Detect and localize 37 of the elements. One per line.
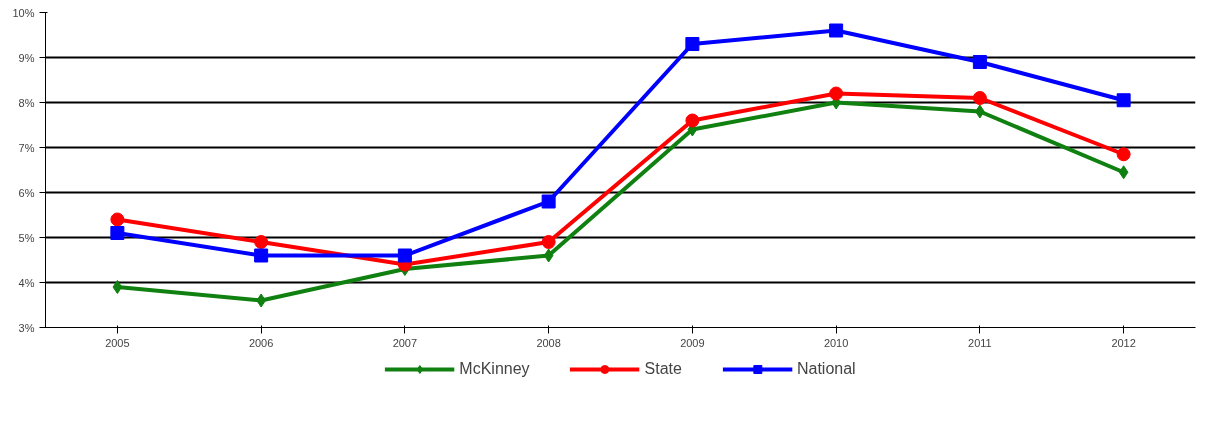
y-tick-label: 4% (18, 276, 35, 289)
y-tick-label: 10% (12, 6, 35, 19)
y-tick-label: 6% (18, 186, 35, 199)
point (254, 235, 269, 249)
point (112, 280, 123, 294)
point (972, 91, 987, 105)
point (1118, 165, 1129, 180)
point (541, 235, 556, 249)
y-tick-label: 8% (18, 96, 35, 109)
x-tick-label: 2006 (248, 336, 274, 349)
point (1116, 93, 1131, 108)
legend-label: National (796, 360, 856, 378)
point (110, 226, 125, 240)
y-tick-label: 9% (18, 51, 35, 64)
point (829, 23, 844, 38)
legend-label: State (644, 360, 682, 378)
y-tick-label: 5% (18, 231, 35, 244)
point (254, 248, 269, 263)
x-tick-label: 2009 (680, 336, 705, 349)
point (397, 248, 412, 263)
y-tick-label: 7% (18, 141, 35, 154)
x-tick-label: 2005 (105, 336, 130, 349)
legend-label: McKinney (459, 360, 530, 378)
point (1116, 147, 1131, 162)
point (972, 55, 987, 69)
y-tick-label: 3% (18, 321, 35, 334)
x-tick-label: 2008 (536, 336, 561, 349)
x-tick-label: 2011 (968, 336, 992, 349)
x-tick-label: 2007 (392, 336, 418, 349)
x-tick-label: 2012 (1111, 336, 1136, 349)
x-tick-label: 2010 (823, 336, 849, 349)
point (685, 113, 700, 128)
point (829, 86, 844, 101)
point (541, 194, 556, 209)
point (685, 37, 700, 51)
point (110, 212, 125, 227)
point (543, 248, 554, 263)
